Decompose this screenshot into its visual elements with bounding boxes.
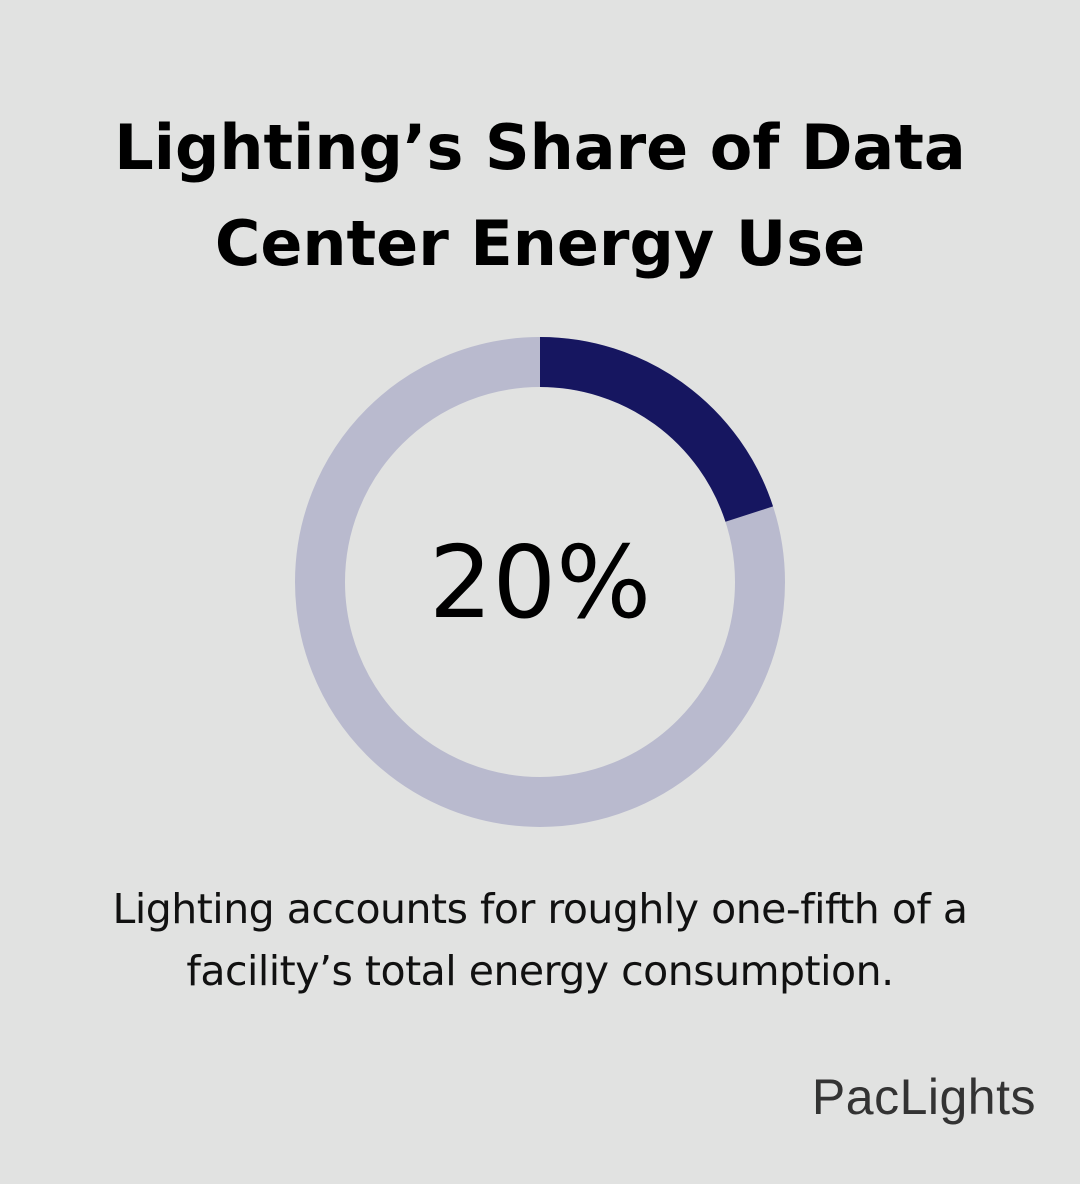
chart-title-line-1: Lighting’s Share of Data — [114, 111, 966, 184]
chart-caption-line-2: facility’s total energy consumption. — [186, 947, 894, 995]
donut-chart-svg — [295, 337, 785, 827]
paclights-logo: PacLights — [811, 1069, 1036, 1125]
chart-title: Lighting’s Share of Data Center Energy U… — [60, 100, 1020, 292]
chart-caption: Lighting accounts for roughly one-fifth … — [60, 878, 1020, 1002]
donut-center-value: 20% — [428, 523, 652, 641]
donut-chart: 20% — [295, 337, 785, 827]
chart-caption-line-1: Lighting accounts for roughly one-fifth … — [112, 885, 968, 933]
chart-title-line-2: Center Energy Use — [214, 207, 866, 280]
donut-filled-slice — [295, 337, 785, 827]
